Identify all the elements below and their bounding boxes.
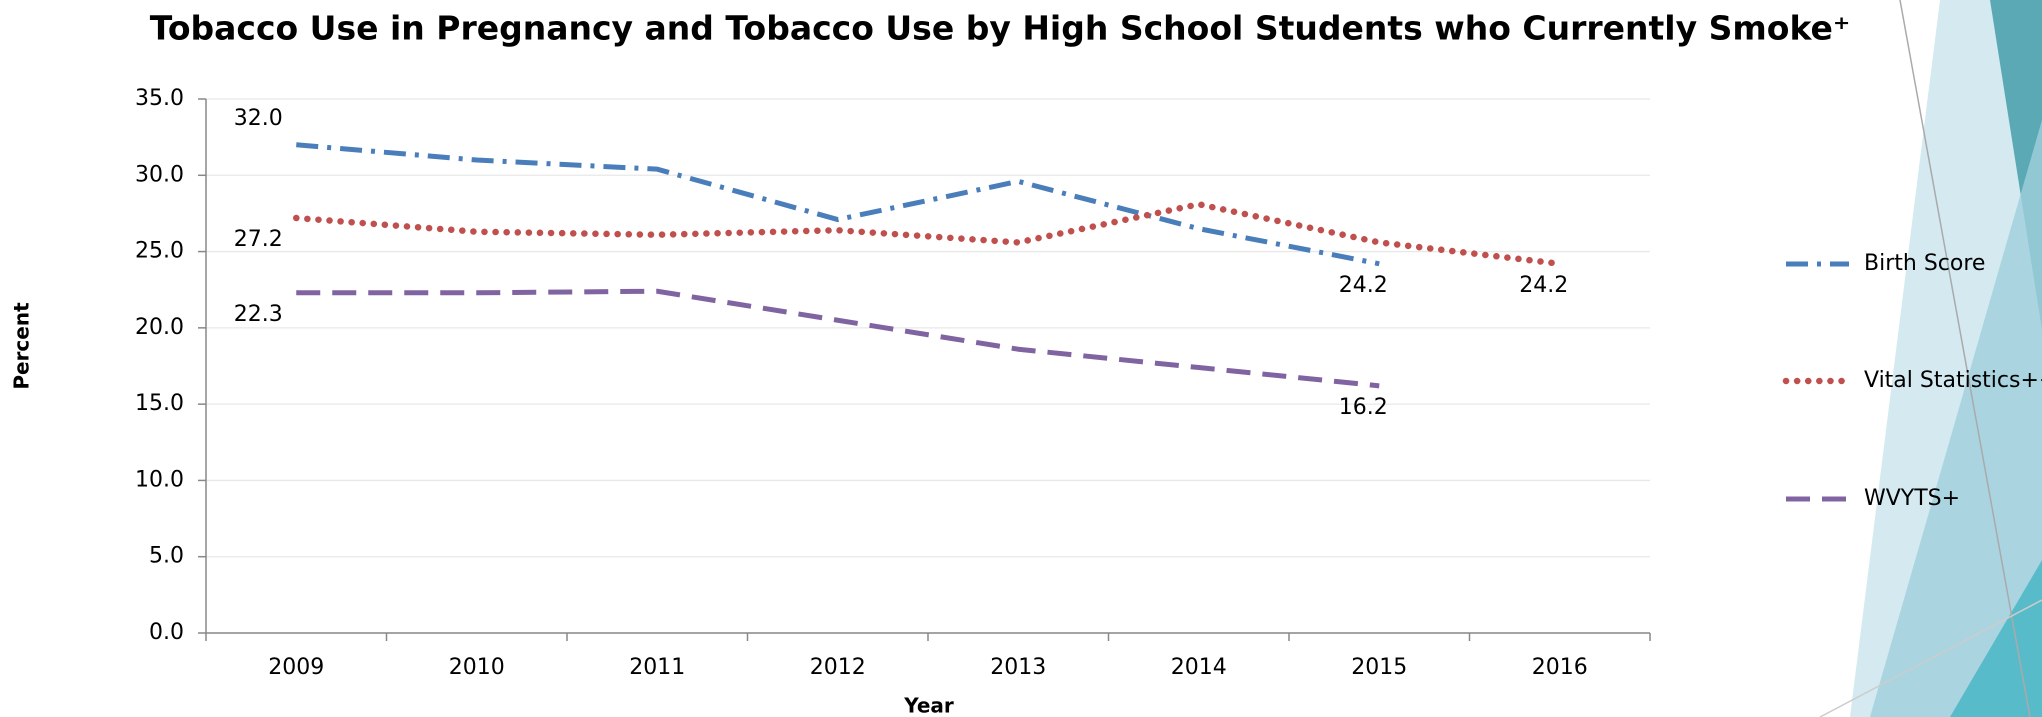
series-line bbox=[296, 288, 1380, 389]
series-line bbox=[293, 201, 1563, 268]
x-axis-title: Year bbox=[903, 694, 954, 717]
y-tick-label: 5.0 bbox=[149, 544, 184, 569]
x-tick-label: 2014 bbox=[1171, 655, 1227, 680]
data-label: 27.2 bbox=[234, 227, 283, 252]
y-tick-label: 0.0 bbox=[149, 620, 184, 645]
data-label: 22.3 bbox=[234, 302, 283, 327]
x-tick-label: 2013 bbox=[990, 655, 1046, 680]
x-tick-label: 2012 bbox=[810, 655, 866, 680]
chart-title: Tobacco Use in Pregnancy and Tobacco Use… bbox=[150, 9, 1851, 48]
x-tick-label: 2016 bbox=[1532, 655, 1588, 680]
legend-label: WVYTS+ bbox=[1864, 486, 1960, 511]
y-axis-title: Percent bbox=[10, 302, 34, 390]
series-line bbox=[296, 142, 1380, 267]
data-label: 16.2 bbox=[1339, 395, 1388, 420]
y-tick-label: 35.0 bbox=[135, 86, 184, 111]
y-tick-label: 15.0 bbox=[135, 391, 184, 416]
x-tick-label: 2010 bbox=[449, 655, 505, 680]
x-tick-label: 2009 bbox=[268, 655, 324, 680]
y-tick-label: 25.0 bbox=[135, 239, 184, 264]
y-tick-label: 30.0 bbox=[135, 162, 184, 187]
decoration bbox=[1819, 0, 2042, 717]
legend-label: Birth Score bbox=[1864, 251, 1985, 276]
data-label: 24.2 bbox=[1339, 273, 1388, 298]
x-tick-label: 2015 bbox=[1351, 655, 1407, 680]
x-tick-label: 2011 bbox=[629, 655, 685, 680]
data-label: 24.2 bbox=[1519, 273, 1568, 298]
data-label: 32.0 bbox=[234, 106, 283, 131]
y-tick-label: 20.0 bbox=[135, 315, 184, 340]
y-tick-label: 10.0 bbox=[135, 467, 184, 492]
legend-label: Vital Statistics++ bbox=[1864, 368, 2042, 393]
